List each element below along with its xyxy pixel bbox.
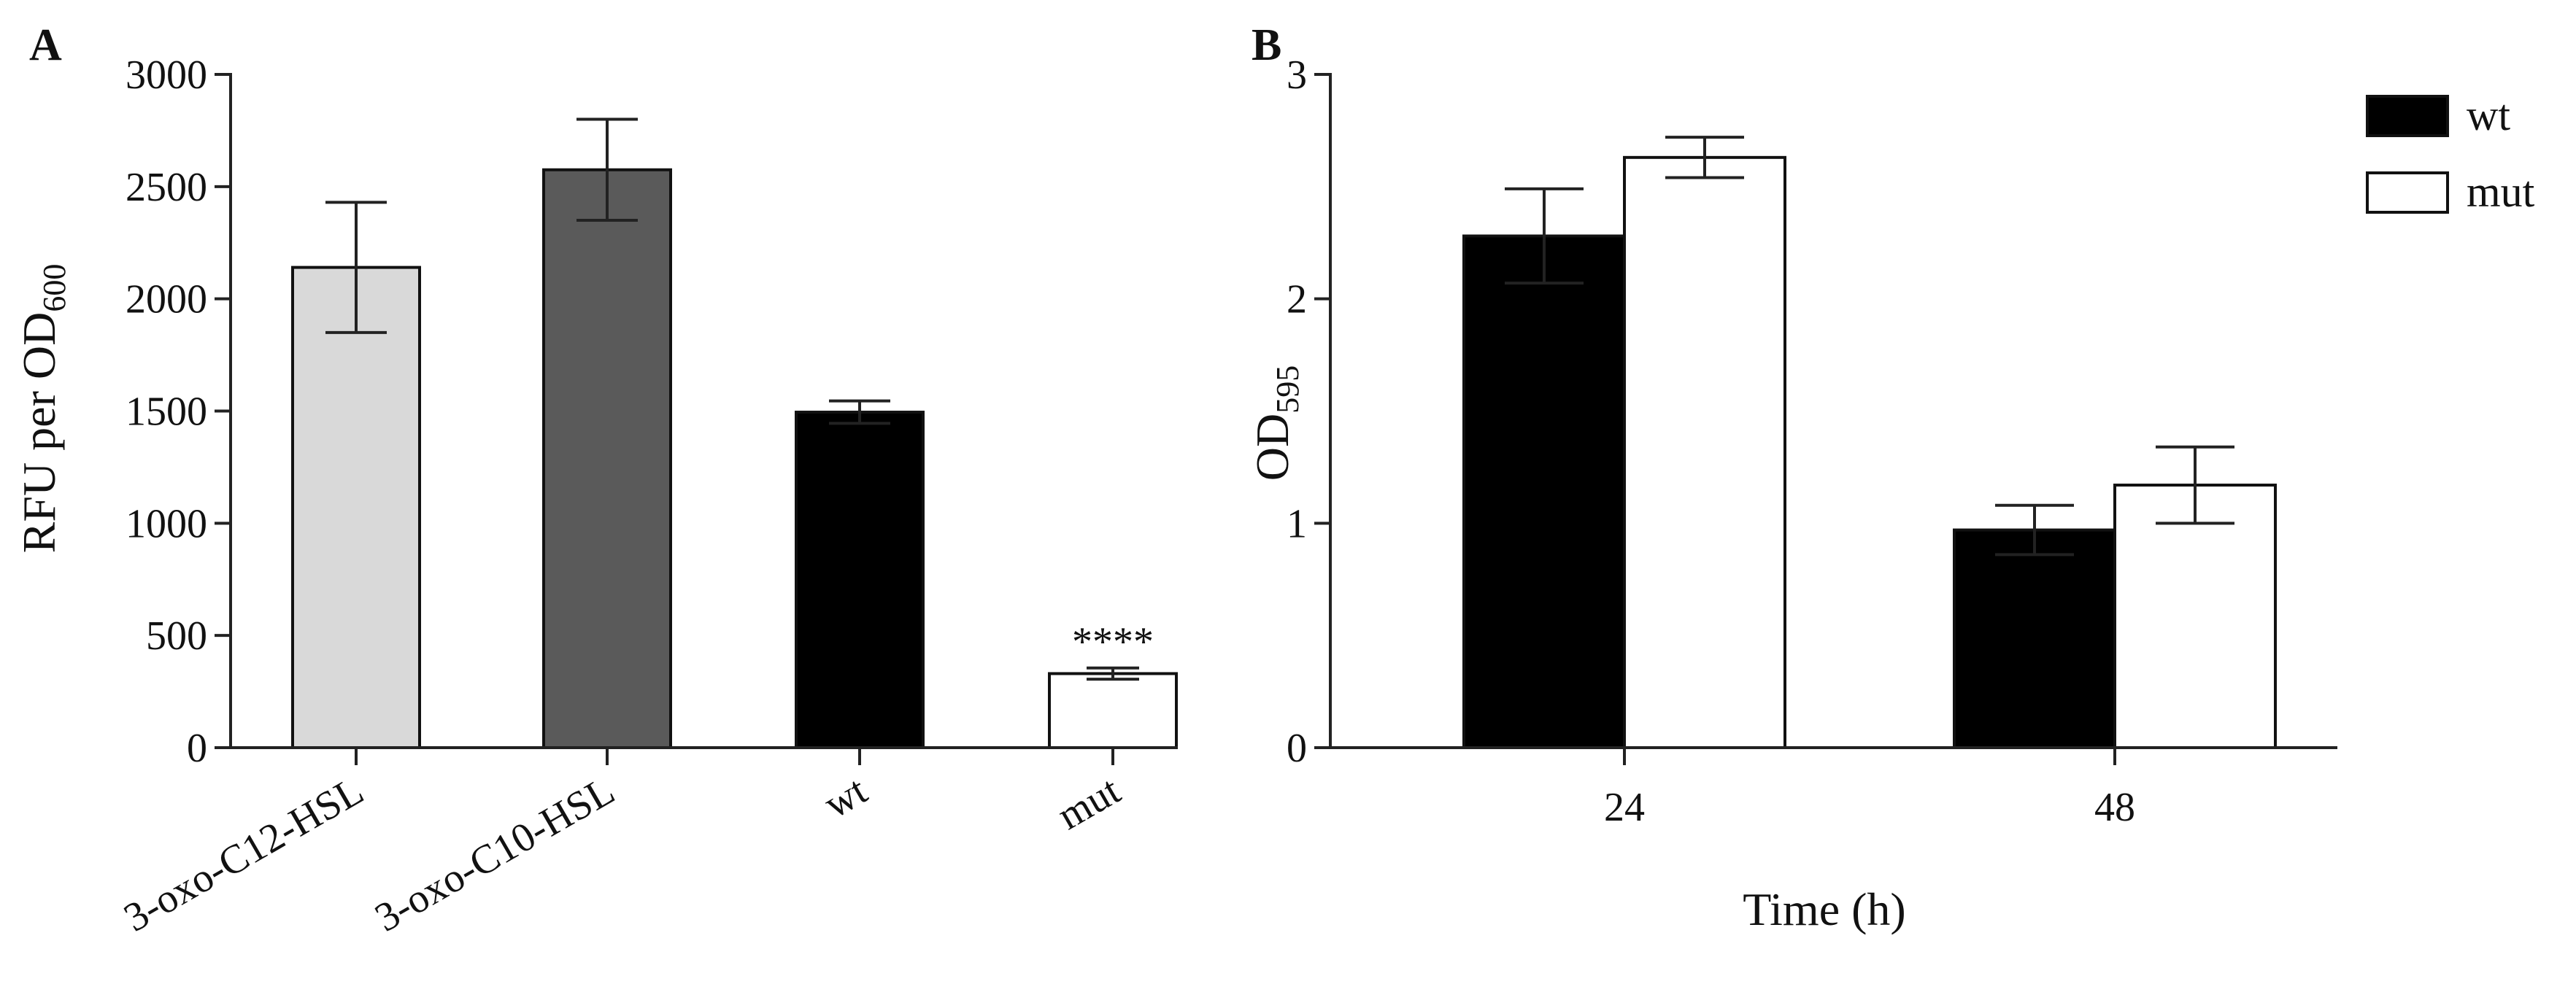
panel-a-category-label: 3-oxo-C10-HSL xyxy=(368,768,622,941)
panel-b-error-bar-wt-24 xyxy=(1505,187,1584,285)
panel-a-bar-mut xyxy=(1048,672,1178,749)
panel-a-bar-wt xyxy=(795,411,925,749)
panel-b-x-ticks: 24 48 xyxy=(1604,748,2135,830)
panel-a-category-label: mut xyxy=(1050,767,1128,838)
panel-b-y-axis-title-main: OD xyxy=(1246,414,1298,481)
panel-a-y-tick-label: 1500 xyxy=(126,390,207,435)
panel-a-significance-label: **** xyxy=(1072,619,1154,665)
panel-b-legend-item-mut: mut xyxy=(2366,168,2535,216)
panel-b-error-bar-mut-24 xyxy=(1665,136,1744,179)
panel-b: B 0 1 2 3 24 48 OD595 Time (h) wt mut xyxy=(1246,20,2535,935)
panel-a: A 0 500 1000 1500 2000 2500 3000 3-oxo-C12-HSL… xyxy=(13,20,1178,941)
panel-b-bar-mut-24 xyxy=(1623,155,1786,749)
panel-b-error-bar-wt-48 xyxy=(1995,503,2074,557)
panel-b-y-axis-title-subscript: 595 xyxy=(1270,365,1306,414)
panel-a-error-bar-mut xyxy=(1087,666,1139,681)
panel-a-y-ticks: 0 500 1000 1500 2000 2500 3000 xyxy=(126,53,231,771)
panel-b-legend-item-wt: wt xyxy=(2366,91,2510,139)
panel-a-error-bars xyxy=(325,117,1139,681)
panel-b-legend-swatch xyxy=(2366,95,2449,137)
panel-b-bar-wt-48 xyxy=(1953,528,2116,750)
panel-b-legend: wt mut xyxy=(2366,91,2535,216)
panel-a-category-label: 3-oxo-C12-HSL xyxy=(117,768,371,941)
panel-b-y-axis-title: OD595 xyxy=(1246,365,1306,481)
panel-a-y-axis-title: RFU per OD600 xyxy=(13,264,72,554)
panel-b-y-tick-label: 2 xyxy=(1287,277,1307,322)
panel-b-y-tick-label: 0 xyxy=(1287,726,1307,771)
panel-b-error-bars xyxy=(1505,136,2234,557)
panel-a-category-label: wt xyxy=(817,767,875,827)
panel-a-y-tick-label: 0 xyxy=(187,726,207,771)
panel-b-error-bar-mut-48 xyxy=(2156,445,2234,525)
panel-b-y-tick-label: 3 xyxy=(1287,53,1307,98)
panel-b-letter: B xyxy=(1252,20,1281,70)
panel-b-legend-label: wt xyxy=(2467,91,2510,139)
panel-a-error-bar-3-oxo-c10-hsl xyxy=(576,117,638,222)
panel-a-error-bar-wt xyxy=(829,399,890,425)
panel-a-y-tick-label: 500 xyxy=(146,613,207,659)
panel-b-bars xyxy=(1462,155,2277,750)
panel-b-category-label: 48 xyxy=(2094,785,2135,830)
panel-a-bars xyxy=(291,168,1178,749)
panel-a-y-axis-title-subscript: 600 xyxy=(36,264,72,312)
panel-b-y-tick-label: 1 xyxy=(1287,501,1307,546)
panel-a-bar-3-oxo-c10-hsl xyxy=(542,168,672,749)
panel-a-letter: A xyxy=(29,20,62,70)
panel-b-y-ticks: 0 1 2 3 xyxy=(1287,53,1330,771)
panel-a-bar-3-oxo-c12-hsl xyxy=(291,266,421,749)
panel-b-category-label: 24 xyxy=(1604,785,1645,830)
panel-a-error-bar-3-oxo-c12-hsl xyxy=(325,201,387,334)
panel-b-legend-swatch xyxy=(2366,171,2449,214)
panel-a-y-tick-label: 2500 xyxy=(126,165,207,210)
panel-b-legend-label: mut xyxy=(2467,168,2535,216)
panel-b-x-axis-title: Time (h) xyxy=(1743,883,1905,935)
panel-a-y-tick-label: 1000 xyxy=(126,501,207,546)
panel-b-bar-wt-24 xyxy=(1462,234,1626,749)
panel-a-y-axis-title-main: RFU per OD xyxy=(13,312,65,554)
panel-a-y-tick-label: 3000 xyxy=(126,53,207,98)
panel-a-y-tick-label: 2000 xyxy=(126,277,207,322)
panel-a-annotations: **** xyxy=(1072,619,1154,665)
